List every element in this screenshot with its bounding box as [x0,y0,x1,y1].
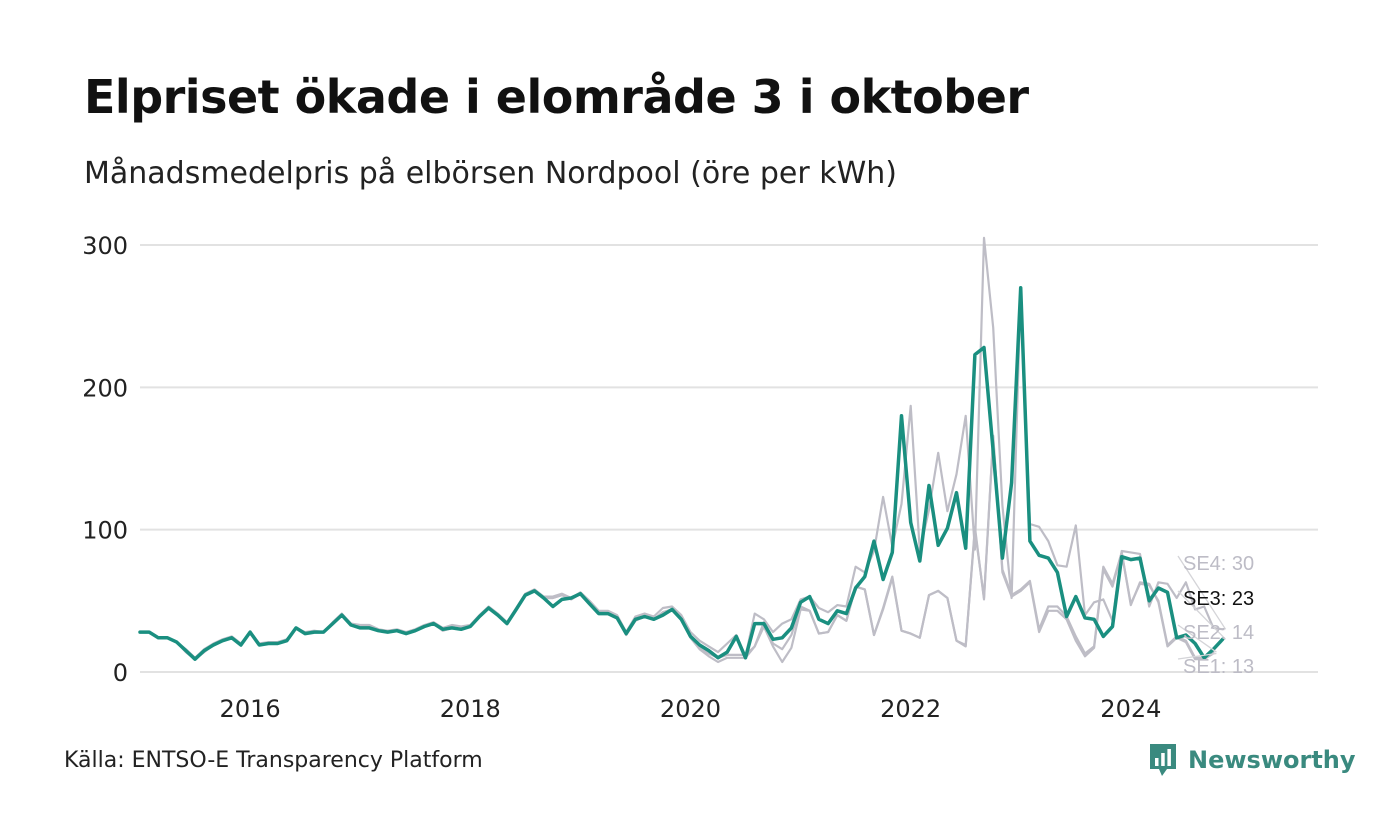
x-tick-label-2024: 2024 [1100,695,1161,723]
y-axis-tick-labels: 0 100 200 300 [82,232,128,687]
leader-line-se4 [1177,555,1227,630]
series-end-labels: SE4: 30 SE3: 23 SE2: 14 SE1: 13 [1177,553,1254,678]
x-tick-label-2018: 2018 [440,695,501,723]
x-tick-label-2022: 2022 [880,695,941,723]
gridlines [140,244,1318,673]
chart-subtitle: Månadsmedelpris på elbörsen Nordpool (ör… [84,156,897,191]
bar-chart-speech-bubble-icon [1150,744,1176,776]
end-label-se3: SE3: 23 [1183,588,1254,610]
x-axis-tick-labels: 2016 2018 2020 2022 2024 [220,695,1162,723]
series-line-se3 [138,285,1225,661]
x-tick-label-2016: 2016 [220,695,281,723]
series-lines [138,236,1225,664]
series-line-se4 [138,236,1224,659]
y-tick-label-100: 100 [82,517,128,545]
source-note: Källa: ENTSO-E Transparency Platform [64,748,483,773]
y-tick-label-200: 200 [82,374,128,402]
y-tick-label-300: 300 [82,232,128,260]
y-tick-label-0: 0 [113,659,128,687]
leader-line-se3 [1177,590,1227,640]
end-label-se4: SE4: 30 [1183,553,1254,575]
leader-line-se1 [1177,652,1217,660]
leader-line-se2 [1177,624,1217,653]
end-label-se2: SE2: 14 [1183,622,1254,644]
x-tick-label-2020: 2020 [660,695,721,723]
brand-name: Newsworthy [1188,746,1356,774]
chart-title: Elpriset ökade i elområde 3 i oktober [84,70,1029,124]
end-label-se1: SE1: 13 [1183,656,1254,678]
brand-logo[interactable]: Newsworthy [1148,742,1356,778]
series-line-se2 [138,434,1215,661]
